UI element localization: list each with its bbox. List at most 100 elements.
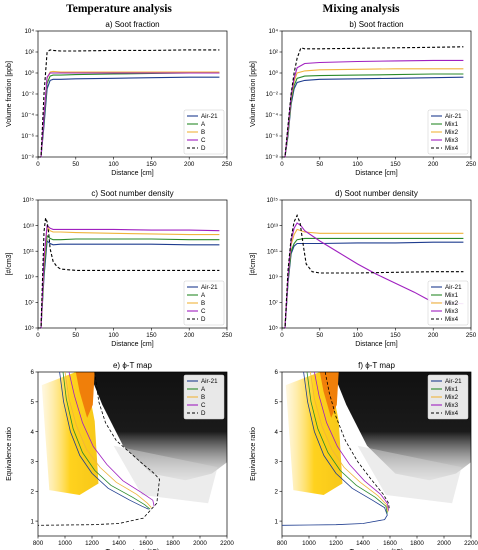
y-axis-label: [#/cm3] [6, 252, 13, 275]
y-tick-label: 10⁻⁶ [265, 133, 278, 140]
x-axis-label: Distance [cm] [355, 341, 397, 348]
y-tick-label: 10⁻⁶ [21, 133, 34, 140]
plot-frame [281, 199, 472, 329]
legend-label: Mix4 [445, 410, 459, 417]
y-tick-label: 5 [31, 399, 35, 406]
x-tick-label: 2200 [464, 540, 478, 547]
x-tick-label: 1800 [410, 540, 424, 547]
x-axis-label: Distance [cm] [355, 170, 397, 177]
x-tick-label: 150 [390, 332, 401, 339]
y-axis-label: Equivalence ratio [250, 427, 257, 481]
legend-label: A [201, 121, 206, 128]
series-line-d [38, 217, 220, 329]
x-tick-label: 1800 [166, 540, 180, 547]
legend-label: Air-21 [201, 378, 218, 385]
heatmap [41, 372, 227, 504]
legend-box [183, 109, 225, 155]
series-line-mix1 [306, 372, 388, 514]
x-tick-label: 150 [146, 332, 157, 339]
series-line-a [62, 372, 151, 510]
series-group [282, 372, 390, 526]
legend-label: D [201, 316, 206, 323]
x-tick-label: 100 [108, 161, 119, 168]
y-tick-label: 3 [275, 459, 279, 466]
x-tick-label: 200 [428, 161, 439, 168]
series-line-air-21 [59, 372, 149, 510]
soot-region-grey [357, 445, 462, 504]
y-tick-label: 2 [275, 488, 279, 495]
plot-frame [37, 199, 228, 329]
legend-box [427, 374, 469, 420]
x-tick-label: 50 [316, 332, 323, 339]
chart-f: f) ϕ-T map 800 1000 1200 1400 1600 1800 2000 220… [250, 361, 478, 550]
y-tick-label: 4 [275, 429, 279, 436]
legend-label: B [201, 394, 205, 401]
y-axis-label: Equivalence ratio [6, 427, 13, 481]
y-tick-label: 3 [31, 459, 35, 466]
series-line-air-21 [282, 372, 388, 526]
legend-label: A [201, 386, 206, 393]
x-axis-label: Distance [cm] [111, 170, 153, 177]
y-tick-label: 10² [269, 49, 278, 56]
series-line-mix4 [324, 372, 390, 510]
legend-label: B [201, 300, 205, 307]
y-axis-label: Volume fraction [ppb] [6, 61, 13, 127]
y-tick-label: 10⁰ [269, 70, 279, 77]
y-axis-label: Volume fraction [ppb] [250, 61, 257, 127]
legend-label: Mix4 [445, 145, 459, 152]
left-column-header: Temperature analysis [66, 3, 172, 15]
x-axis-label: Distance [cm] [111, 341, 153, 348]
y-tick-label: 10⁵ [25, 325, 35, 332]
series-group [282, 46, 464, 158]
x-tick-label: 200 [428, 332, 439, 339]
x-tick-label: 1400 [112, 540, 126, 547]
y-tick-label: 10¹³ [267, 223, 278, 230]
legend-label: Mix1 [445, 121, 459, 128]
x-tick-label: 1400 [356, 540, 370, 547]
plot-frame [281, 371, 472, 537]
x-tick-label: 200 [184, 332, 195, 339]
y-tick-label: 10⁹ [268, 274, 278, 281]
y-tick-label: 10⁻⁴ [21, 112, 34, 119]
chart-title: f) ϕ-T map [358, 361, 395, 370]
plot-frame [37, 371, 228, 537]
legend-label: C [201, 402, 206, 409]
x-tick-label: 100 [352, 332, 363, 339]
legend-label: Mix4 [445, 316, 459, 323]
series-line-mix4 [282, 214, 464, 329]
y-tick-label: 5 [275, 399, 279, 406]
series-line-b [64, 372, 152, 508]
x-tick-label: 2000 [193, 540, 207, 547]
x-tick-label: 50 [316, 161, 323, 168]
x-tick-label: 150 [390, 161, 401, 168]
legend-box [183, 280, 225, 326]
legend-label: Mix3 [445, 402, 459, 409]
x-tick-label: 100 [352, 161, 363, 168]
x-tick-label: 50 [72, 161, 79, 168]
y-tick-label: 10⁻⁸ [21, 154, 34, 161]
x-tick-label: 1600 [139, 540, 153, 547]
chart-title: d) Soot number density [335, 189, 418, 198]
legend-label: Air-21 [445, 113, 462, 120]
x-tick-label: 50 [72, 332, 79, 339]
x-tick-label: 1200 [85, 540, 99, 547]
chart-title: e) ϕ-T map [113, 361, 153, 370]
chart-title: a) Soot fraction [105, 20, 159, 29]
y-tick-label: 10¹¹ [267, 248, 278, 255]
x-tick-label: 0 [280, 161, 284, 168]
y-tick-label: 10⁷ [269, 300, 278, 307]
x-tick-label: 250 [222, 161, 233, 168]
chart-c: c) Soot number density 0 50 100 150 200 250 10⁵… [6, 189, 233, 348]
x-tick-label: 0 [36, 332, 40, 339]
x-tick-label: 1200 [329, 540, 343, 547]
series-line-c [38, 72, 220, 158]
series-group [282, 214, 464, 329]
y-tick-label: 1 [31, 518, 35, 525]
legend-label: Mix1 [445, 386, 459, 393]
legend-label: Mix3 [445, 137, 459, 144]
soot-region-orange [319, 372, 339, 418]
legend-box [427, 280, 469, 326]
